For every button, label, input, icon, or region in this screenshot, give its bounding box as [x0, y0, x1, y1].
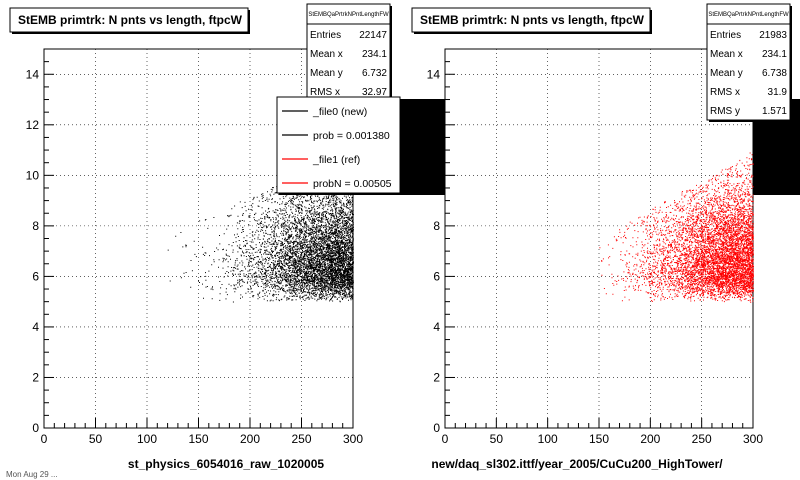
y-tick-label: 2 — [433, 370, 440, 384]
y-tick-label: 6 — [433, 269, 440, 283]
stats-frame — [306, 3, 391, 101]
y-tick-label: 14 — [26, 67, 40, 81]
x-tick-label: 50 — [89, 432, 103, 446]
y-tick-label: 2 — [32, 370, 39, 384]
stats-label: Entries — [710, 30, 741, 41]
stats-label: Mean x — [710, 49, 743, 60]
chart-title: StEMB primtrk: N pnts vs length, ftpcW — [420, 13, 645, 27]
title-frame — [9, 7, 249, 33]
stats-box: StEMBQaPrtrkNPntLengthFW Entries 21983 Mean… — [706, 3, 792, 122]
scatter-points — [167, 154, 354, 303]
stats-label: RMS x — [710, 87, 740, 98]
x-tick-label: 0 — [442, 432, 449, 446]
title-frame — [411, 7, 651, 33]
y-tick-label: 8 — [433, 219, 440, 233]
legend-entry: probN = 0.005050 — [313, 178, 398, 190]
stats-header: StEMBQaPrtrkNPntLengthFW — [708, 12, 789, 18]
y-tick-label: 14 — [427, 67, 441, 81]
stats-box: StEMBQaPrtrkNPntLengthFW Entries 22147 Mean… — [306, 3, 392, 102]
stats-frame — [706, 3, 791, 121]
y-tick-label: 4 — [32, 320, 39, 334]
stats-label: Entries — [310, 30, 341, 41]
stats-header: StEMBQaPrtrkNPntLengthFW — [308, 12, 389, 18]
stats-value: 32.97 — [362, 87, 387, 98]
footer-text: Mon Aug 29 ... — [6, 470, 58, 479]
x-tick-label: 150 — [188, 432, 208, 446]
x-axis-label: st_physics_6054016_raw_1020005 — [128, 457, 324, 471]
x-tick-label: 0 — [41, 432, 48, 446]
scatter-points — [599, 152, 754, 303]
y-tick-label: 12 — [427, 118, 441, 132]
title-box: StEMB primtrk: N pnts vs length, ftpcW — [411, 7, 652, 34]
stats-value: 6.738 — [762, 68, 787, 79]
axis-ticks — [43, 48, 354, 429]
x-tick-label: 200 — [240, 432, 260, 446]
x-tick-label: 200 — [640, 432, 660, 446]
stats-value: 234.1 — [762, 49, 787, 60]
stats-value: 21983 — [759, 30, 787, 41]
stats-value: 6.732 — [362, 68, 387, 79]
stats-label: Mean y — [310, 68, 343, 79]
legend-frame — [276, 96, 401, 194]
y-tick-label: 4 — [433, 320, 440, 334]
y-tick-label: 10 — [26, 168, 40, 182]
stats-value: 1.571 — [762, 106, 787, 117]
y-tick-label: 0 — [32, 421, 39, 435]
y-tick-label: 8 — [32, 219, 39, 233]
legend-entry: _file1 (ref) — [312, 154, 360, 166]
y-tick-label: 10 — [427, 168, 441, 182]
y-tick-label: 0 — [433, 421, 440, 435]
x-tick-label: 250 — [692, 432, 712, 446]
right-histogram-panel[interactable]: 0 50 100 150 200 250 300 0 2 4 6 8 10 12 14 new/daq_sl3… — [411, 3, 792, 471]
stats-value: 234.1 — [362, 49, 387, 60]
x-tick-label: 150 — [589, 432, 609, 446]
x-tick-label: 50 — [490, 432, 504, 446]
stats-value: 22147 — [359, 30, 387, 41]
x-tick-label: 100 — [538, 432, 558, 446]
stats-label: Mean x — [310, 49, 343, 60]
title-box: StEMB primtrk: N pnts vs length, ftpcW — [9, 7, 250, 34]
legend-entry: _file0 (new) — [312, 106, 367, 118]
x-tick-label: 250 — [291, 432, 311, 446]
stats-label: RMS x — [310, 87, 340, 98]
y-tick-label: 6 — [32, 269, 39, 283]
y-tick-label: 12 — [26, 118, 40, 132]
scatter-series — [599, 152, 754, 303]
legend-entry: prob = 0.001380 — [313, 130, 390, 142]
stats-label: Mean y — [710, 68, 743, 79]
axis-ticks — [444, 48, 754, 429]
stats-label: RMS y — [710, 106, 740, 117]
chart-title: StEMB primtrk: N pnts vs length, ftpcW — [18, 13, 243, 27]
x-tick-label: 300 — [343, 432, 363, 446]
x-axis-label: new/daq_sl302.ittf/year_2005/CuCu200_Hig… — [431, 457, 723, 471]
stats-value: 31.9 — [768, 87, 788, 98]
x-tick-label: 300 — [743, 432, 763, 446]
scatter-series — [167, 154, 354, 303]
x-tick-label: 100 — [137, 432, 157, 446]
